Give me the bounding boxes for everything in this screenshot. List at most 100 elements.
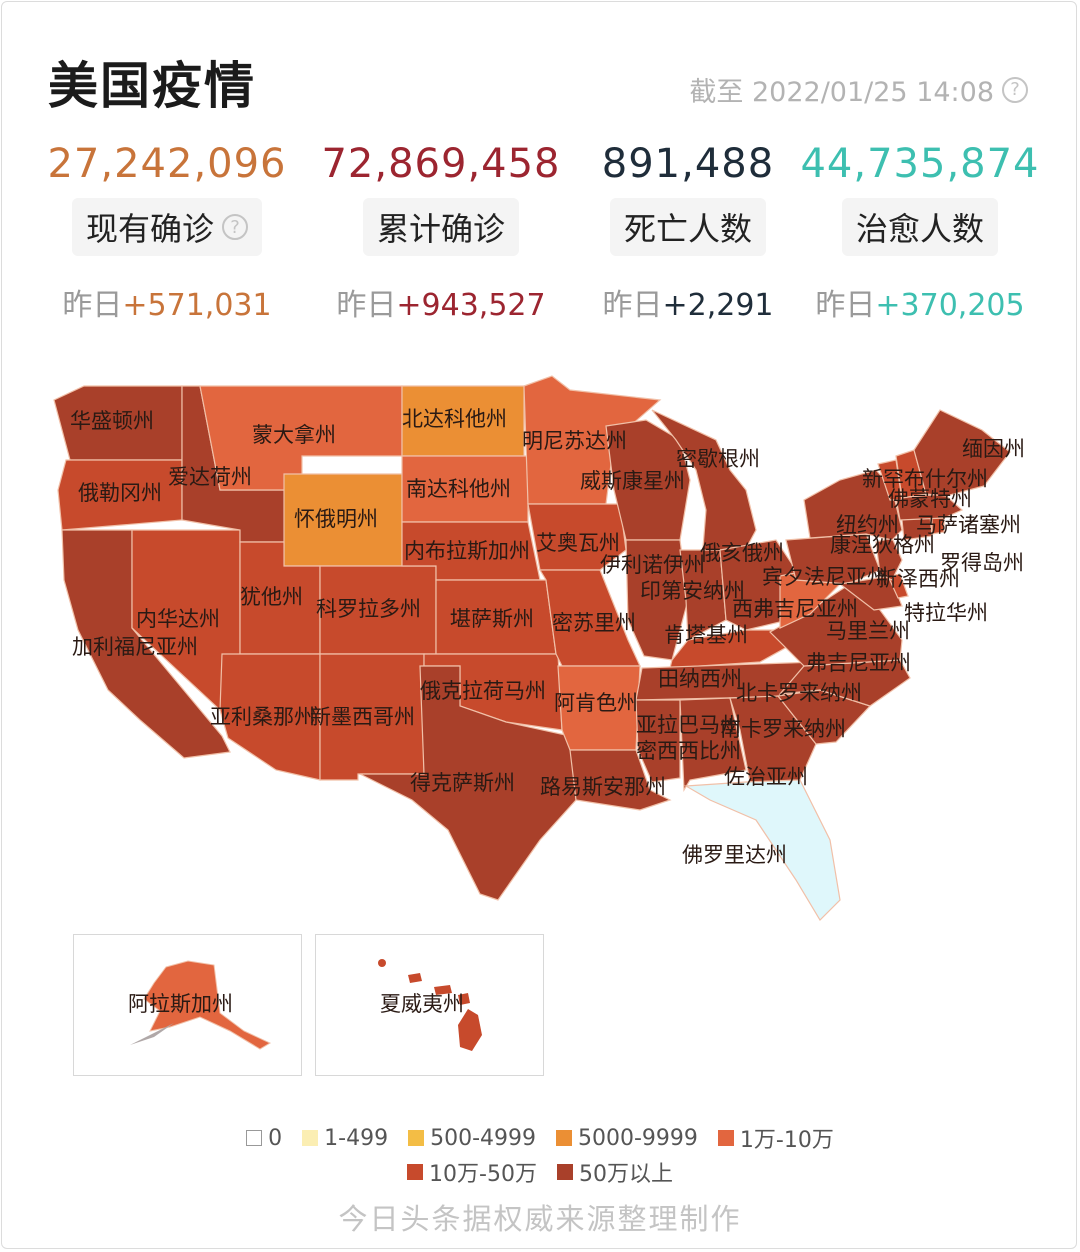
state-ms[interactable] — [635, 699, 681, 783]
label-in: 印第安纳州 — [640, 579, 745, 603]
label-nv: 内华达州 — [136, 607, 220, 631]
state-wi[interactable] — [605, 419, 691, 541]
legend-swatch — [717, 1130, 734, 1146]
yesterday-prefix: 昨日 — [336, 288, 397, 323]
label-nj: 新泽西州 — [876, 567, 960, 591]
legend-row-2: 10万-50万 50万以上 — [0, 1156, 1080, 1188]
label-la: 路易斯安那州 — [540, 775, 666, 799]
label-wy: 怀俄明州 — [294, 507, 378, 531]
label-ak: 阿拉斯加州 — [128, 992, 233, 1016]
label-tx: 得克萨斯州 — [410, 771, 515, 795]
state-in[interactable] — [679, 549, 727, 641]
island-kauai — [378, 959, 386, 967]
label-mo: 密苏里州 — [552, 611, 636, 635]
stat-yesterday: 昨日+571,031 — [42, 280, 292, 324]
stat-label: 累计确诊 — [362, 198, 519, 256]
stat-total-confirmed: 72,869,458 累计确诊 昨日+943,527 — [316, 136, 566, 324]
stat-label: 治愈人数 — [841, 198, 998, 256]
update-time-text: 截至 2022/01/25 14:08 — [689, 77, 994, 108]
yesterday-value: +2,291 — [662, 288, 774, 323]
stat-yesterday: 昨日+943,527 — [316, 280, 566, 324]
help-icon[interactable]: ? — [222, 214, 248, 240]
label-wi: 威斯康星州 — [580, 469, 685, 493]
label-ks: 堪萨斯州 — [450, 607, 534, 631]
state-or[interactable] — [57, 459, 183, 531]
legend-swatch — [302, 1130, 319, 1146]
label-ri: 罗得岛州 — [940, 551, 1024, 575]
update-time: 截至 2022/01/25 14:08 ? — [689, 70, 1028, 109]
state-la[interactable] — [569, 749, 672, 811]
legend-item: 1万-10万 — [717, 1122, 834, 1154]
legend-label: 0 — [268, 1125, 283, 1151]
state-hi[interactable] — [458, 1009, 482, 1051]
legend-item: 5000-9999 — [556, 1122, 698, 1154]
legend-item: 0 — [246, 1122, 282, 1154]
label-mt: 蒙大拿州 — [252, 423, 336, 447]
label-va: 弗吉尼亚州 — [806, 651, 911, 675]
label-nc: 北卡罗来纳州 — [736, 681, 862, 705]
state-tx[interactable] — [359, 665, 577, 901]
label-fl: 佛罗里达州 — [682, 843, 787, 867]
label-nh: 新罕布什尔州 — [862, 467, 988, 491]
page-title: 美国疫情 — [48, 57, 256, 115]
state-fl[interactable] — [684, 779, 841, 921]
legend-item: 500-4999 — [408, 1122, 536, 1154]
label-il: 伊利诺伊州 — [600, 553, 705, 577]
label-pa: 宾夕法尼亚州 — [762, 565, 888, 589]
legend-label: 1-499 — [324, 1125, 389, 1151]
island-oahu — [408, 973, 422, 983]
yesterday-prefix: 昨日 — [815, 288, 876, 323]
stat-recovered: 44,735,874 治愈人数 昨日+370,205 — [795, 136, 1045, 324]
label-md: 马里兰州 — [826, 619, 910, 643]
legend-swatch — [556, 1164, 573, 1180]
stat-label: 现有确诊 ? — [71, 198, 262, 256]
legend-label: 10万-50万 — [429, 1162, 537, 1187]
stat-value: 72,869,458 — [321, 141, 561, 187]
state-labels: 华盛顿州 俄勒冈州 爱达荷州 蒙大拿州 北达科他州 明尼苏达州 南达科他州 怀俄… — [70, 407, 1025, 867]
label-wa: 华盛顿州 — [70, 409, 154, 433]
stat-current-confirmed: 27,242,096 现有确诊 ? 昨日+571,031 — [42, 136, 292, 324]
legend-label: 1万-10万 — [739, 1128, 834, 1153]
stat-label-text: 现有确诊 — [85, 210, 214, 248]
label-de: 特拉华州 — [904, 601, 988, 625]
label-ca: 加利福尼亚州 — [72, 635, 198, 659]
legend-item: 1-499 — [302, 1122, 388, 1154]
state-ny[interactable] — [803, 469, 903, 541]
legend-row-1: 0 1-499 500-4999 5000-9999 1万-10万 — [0, 1122, 1080, 1154]
state-ia[interactable] — [527, 503, 627, 571]
yesterday-prefix: 昨日 — [62, 288, 123, 323]
state-vt[interactable] — [877, 459, 903, 501]
stat-label-text: 死亡人数 — [623, 210, 752, 248]
stat-label: 死亡人数 — [609, 198, 766, 256]
state-ak[interactable] — [143, 960, 272, 1050]
label-ia: 艾奥瓦州 — [536, 531, 620, 555]
label-tn: 田纳西州 — [658, 667, 742, 691]
stat-value: 44,735,874 — [800, 141, 1040, 187]
yesterday-value: +370,205 — [875, 288, 1025, 323]
stat-value: 27,242,096 — [47, 141, 287, 187]
us-map: 华盛顿州 俄勒冈州 爱达荷州 蒙大拿州 北达科他州 明尼苏达州 南达科他州 怀俄… — [53, 375, 1025, 921]
label-al: 亚拉巴马州 — [636, 713, 741, 737]
help-icon[interactable]: ? — [1002, 76, 1028, 103]
legend-swatch — [246, 1130, 263, 1146]
yesterday-prefix: 昨日 — [602, 288, 663, 323]
legend-item: 10万-50万 — [407, 1156, 537, 1188]
state-me[interactable] — [913, 409, 1011, 497]
stat-value: 891,488 — [601, 141, 775, 187]
inset-alaska: 阿拉斯加州 — [73, 934, 302, 1076]
legend-swatch — [556, 1130, 572, 1146]
label-vt: 佛蒙特州 — [888, 487, 972, 511]
stat-label-text: 累计确诊 — [376, 210, 505, 248]
state-md[interactable] — [838, 575, 903, 611]
stat-yesterday: 昨日+2,291 — [563, 280, 813, 324]
label-sc: 南卡罗来纳州 — [720, 717, 846, 741]
label-ga: 佐治亚州 — [724, 765, 808, 789]
island-molokai — [434, 985, 452, 995]
legend-label: 500-4999 — [430, 1125, 536, 1151]
state-al[interactable] — [679, 697, 747, 793]
label-id: 爱达荷州 — [168, 465, 252, 489]
label-ny: 纽约州 — [836, 513, 899, 537]
hawaii-shape: 夏威夷州 — [378, 959, 482, 1051]
state-de[interactable] — [887, 573, 909, 599]
